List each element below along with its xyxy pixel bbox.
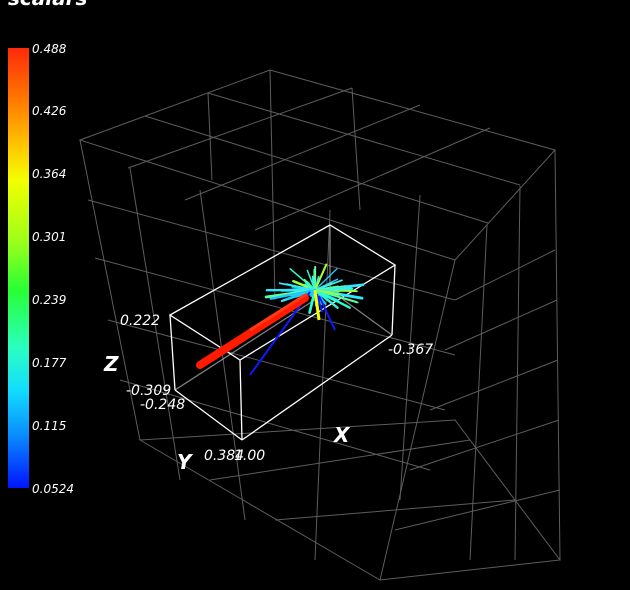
y-axis-title: Y (177, 452, 191, 472)
grid-line (352, 88, 360, 210)
bbox-edge (170, 315, 175, 390)
colorbar (8, 48, 29, 488)
colorbar-label: 0.364 (32, 168, 66, 180)
x-min-label: -0.367 (388, 343, 433, 357)
bbox-edge (242, 335, 392, 440)
bbox-edge (240, 360, 242, 440)
colorbar-label: 0.115 (32, 420, 66, 432)
x-max-label: 1.00 (234, 449, 265, 463)
grid-line (128, 88, 352, 168)
z-max-label: 0.222 (120, 314, 160, 328)
colorbar-label: 0.301 (32, 231, 66, 243)
grid-edge-vertical (555, 150, 560, 560)
grid-line (145, 116, 488, 223)
grid-line (185, 105, 420, 200)
grid-front-face (140, 420, 560, 580)
grid-line (410, 420, 559, 470)
grid-line (445, 300, 557, 350)
y-min-label: -0.248 (140, 398, 185, 412)
colorbar-label: 0.177 (32, 357, 66, 369)
grid-line (455, 250, 555, 300)
colorbar-label: 0.239 (32, 294, 66, 306)
z-axis-title: Z (104, 354, 119, 374)
grid-line (395, 490, 560, 530)
z-min-label: -0.309 (126, 384, 171, 398)
bbox-top-face (170, 225, 395, 360)
grid-line (255, 128, 490, 230)
bbox-edge-hidden (175, 290, 330, 390)
bbox-edge (392, 265, 395, 335)
vector-glyph (319, 296, 335, 330)
colorbar-label: 0.0524 (32, 483, 74, 495)
grid-line (208, 93, 520, 185)
colorbar-label: 0.488 (32, 43, 66, 55)
grid-edge-vertical (380, 260, 455, 580)
x-axis-title: X (334, 425, 349, 445)
colorbar-label: 0.426 (32, 105, 66, 117)
grid-edge-vertical (270, 70, 275, 300)
bounding-box (170, 225, 395, 440)
grid-line (430, 360, 558, 410)
colorbar-title: scalars (8, 0, 87, 10)
